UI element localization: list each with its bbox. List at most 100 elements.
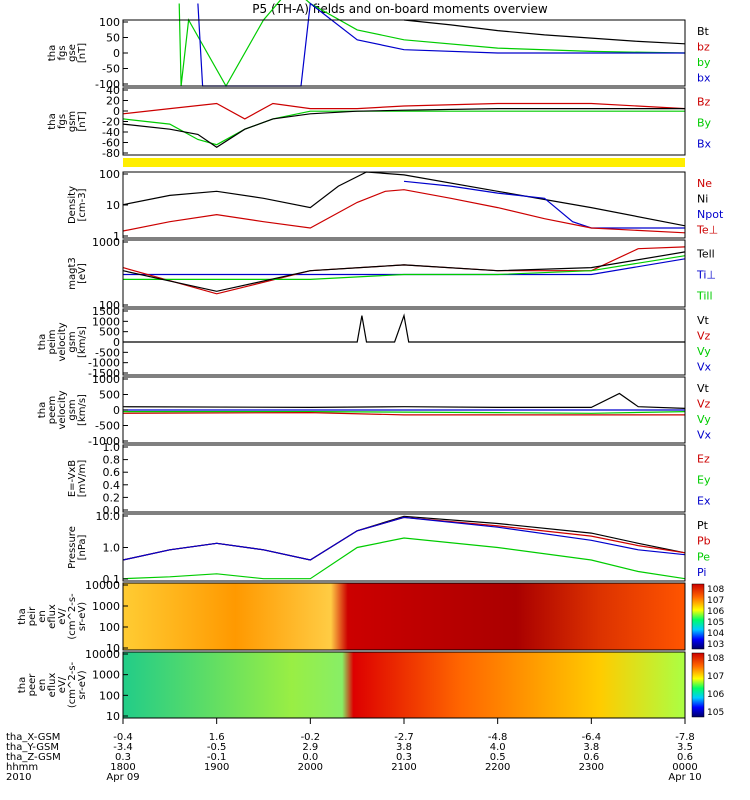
y-tick-label: 0 — [113, 404, 120, 417]
y-axis-label: Density [cm-3] — [67, 186, 88, 224]
y-label-line: eV/ — [57, 676, 68, 693]
y-label-line: peer — [27, 673, 38, 697]
legend-bx: bx — [697, 71, 711, 84]
x-tick-value: 0.6 — [677, 752, 693, 763]
series-line-1 — [122, 110, 685, 146]
y-tick-label: 1000 — [92, 669, 120, 682]
y-label-line: [eV] — [77, 263, 88, 284]
y-label-line: fgs — [57, 114, 68, 129]
legend-Ti⊥: Ti⊥ — [696, 269, 716, 282]
y-label-line: Density — [67, 186, 78, 224]
x-tick-value: 3.8 — [583, 742, 599, 753]
y-label-line: gse — [67, 44, 78, 62]
y-tick-label: -1500 — [88, 367, 120, 380]
y-label-line: [mV/m] — [77, 460, 88, 498]
series-line-2 — [122, 189, 686, 234]
y-tick-label: 0.2 — [103, 491, 121, 504]
legend-Pe: Pe — [697, 550, 710, 563]
colorbar-tick: 105 — [707, 708, 724, 718]
y-tick-label: -60 — [102, 137, 120, 150]
legend-Vz: Vz — [697, 397, 711, 410]
x-tick-value: 2100 — [391, 762, 416, 773]
series-line-1 — [178, 0, 686, 88]
legend-Ex: Ex — [697, 495, 711, 508]
x-tick-value: -7.8 — [675, 732, 695, 743]
x-tick-value: 1800 — [110, 762, 135, 773]
x-tick-value: -0.5 — [207, 742, 227, 753]
x-tick-value: -0.4 — [113, 732, 133, 743]
y-label-line: tha — [17, 608, 28, 624]
colorbar-tick: 105 — [707, 618, 724, 628]
panel-density: 100 10 1 Density [cm-3] Ne Ni Npot Te⊥ — [67, 168, 724, 243]
x-tick-value: -6.4 — [582, 732, 602, 743]
x-tick-value: 0.3 — [115, 752, 131, 763]
y-label-line: [nPa] — [77, 534, 88, 560]
series-line-3 — [122, 537, 686, 580]
panel-frame — [122, 582, 686, 651]
y-tick-label: 10000 — [85, 648, 120, 661]
colorbar-tick: 106 — [707, 690, 724, 700]
y-tick-label: 1500 — [92, 305, 120, 318]
legend-by: by — [697, 56, 711, 69]
y-axis-label: magt3 [eV] — [67, 257, 88, 290]
colorbar — [691, 583, 705, 650]
series-line-1 — [403, 180, 685, 229]
x-tick-value: 0.0 — [302, 752, 318, 763]
y-tick-label: 0 — [113, 105, 120, 118]
x-tick-value: Apr 10 — [668, 772, 701, 783]
spectrogram-peer — [123, 652, 685, 718]
y-label-line: [km/s] — [77, 394, 88, 426]
legend-Pi: Pi — [697, 566, 706, 579]
series-line-0 — [122, 171, 686, 227]
y-label-line: [nT] — [77, 43, 88, 63]
y-label-line: velocity — [57, 322, 68, 361]
y-tick-label: -1000 — [88, 435, 120, 448]
series-line-0 — [403, 19, 686, 45]
row-label: tha_Y-GSM — [6, 742, 59, 753]
y-label-line: eflux — [47, 604, 58, 629]
y-tick-label: -50 — [102, 63, 120, 76]
y-tick-label: 1 — [113, 230, 120, 243]
y-label-line: sr-eV) — [77, 670, 88, 699]
x-tick-value: 2300 — [579, 762, 604, 773]
x-tick-value: -3.4 — [113, 742, 133, 753]
y-tick-label: 100 — [99, 16, 120, 29]
legend-Bz: Bz — [697, 96, 711, 109]
y-axis-label: tha fgs gsm [nT] — [47, 111, 88, 132]
colorbar-tick: 107 — [707, 596, 724, 606]
y-label-line: gsm — [67, 111, 78, 132]
row-label: tha_Z-GSM — [6, 752, 61, 763]
legend-bz: bz — [697, 40, 710, 53]
y-label-line: en — [37, 679, 48, 692]
y-label-line: en — [37, 610, 48, 623]
row-label: tha_X-GSM — [6, 732, 60, 743]
y-tick-label: 10 — [106, 710, 120, 723]
y-tick-label: -20 — [102, 116, 120, 129]
y-label-line: gsm — [67, 331, 78, 352]
x-tick-value: -0.1 — [207, 752, 227, 763]
x-tick-value: 2.9 — [302, 742, 318, 753]
series-line-0 — [122, 102, 686, 120]
y-label-line: [cm-3] — [77, 188, 88, 221]
y-label-line: tha — [47, 113, 58, 129]
x-tick-value: Apr 09 — [106, 772, 139, 783]
x-tick-value: 0.5 — [490, 752, 506, 763]
y-label-line: tha — [47, 45, 58, 61]
y-label-line: [nT] — [77, 111, 88, 131]
y-tick-label: 10 — [106, 642, 120, 655]
y-label-line: peir — [27, 606, 38, 626]
legend-Pb: Pb — [697, 535, 711, 548]
y-tick-label: 1000 — [92, 236, 120, 249]
y-label-line: (cm^2-s- — [67, 661, 78, 708]
series-line-1 — [122, 246, 686, 295]
y-axis-label: tha peem velocity gsm [km/s] — [37, 390, 88, 429]
y-axis-label: tha peir en eflux eV/(cm^2-s-sr-eV) — [17, 593, 88, 640]
series-line-0 — [122, 392, 686, 409]
x-tick-value: -0.2 — [301, 732, 321, 743]
series-line-0 — [123, 313, 685, 343]
y-tick-label: 20 — [106, 95, 120, 108]
x-tick-value: 0.6 — [583, 752, 599, 763]
